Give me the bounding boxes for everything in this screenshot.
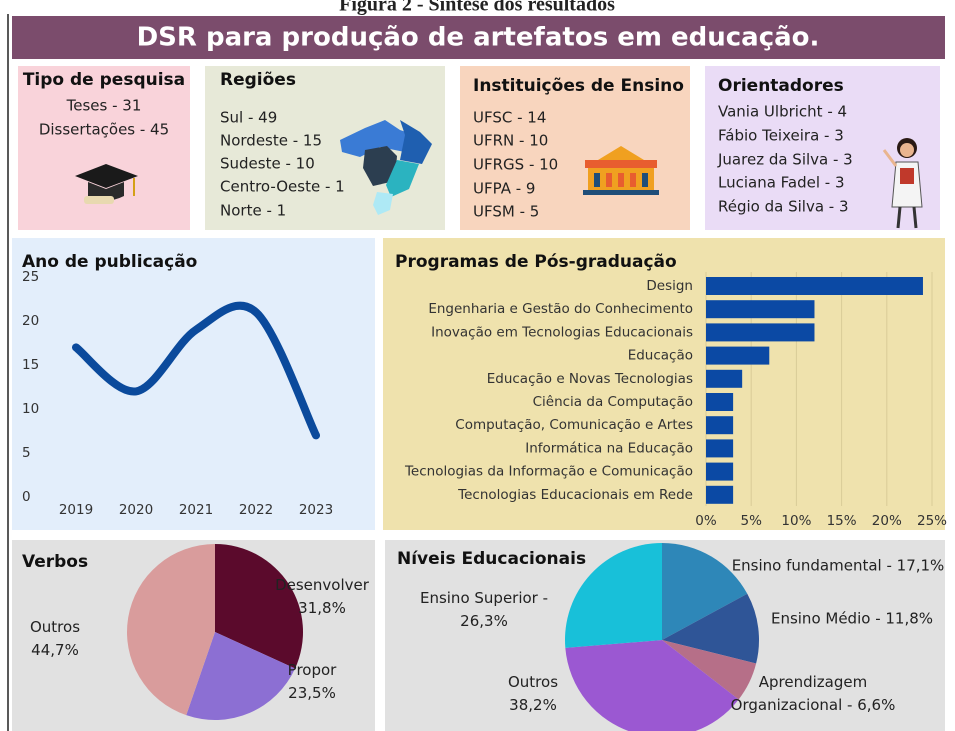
panel-item: Juarez da Silva - 3 (717, 151, 853, 169)
y-tick-label: Educação (628, 348, 693, 364)
bar (706, 369, 743, 388)
pie-slice (127, 544, 215, 716)
y-tick-label: 10 (22, 401, 39, 417)
y-tick-label: 5 (22, 445, 31, 461)
bar (706, 346, 770, 365)
x-tick-label: 15% (827, 513, 857, 529)
graduation-cap-icon (75, 164, 138, 204)
pie (127, 544, 303, 720)
panel (460, 66, 690, 230)
x-tick-label: 20% (872, 513, 902, 529)
y-tick-label: 20 (22, 313, 39, 329)
data-label: Ensino Médio - 11,8% (771, 610, 933, 628)
panel-item: Luciana Fadel - 3 (718, 174, 845, 192)
chart-title: Níveis Educacionais (397, 549, 586, 569)
brazil-map-icon (340, 120, 432, 215)
pie-slice (215, 544, 303, 669)
panel-item: Nordeste - 15 (220, 132, 322, 150)
panel-item: UFRN - 10 (473, 132, 548, 150)
panel-title: Orientadores (718, 76, 844, 96)
panel-title: Regiões (220, 70, 296, 90)
panel (12, 238, 375, 530)
y-tick-label: Computação, Comunicação e Artes (455, 417, 693, 433)
pie-slice (186, 632, 296, 720)
pie-slice (565, 640, 739, 731)
x-tick-label: 5% (740, 513, 762, 529)
data-label: Ensino Superior -26,3% (420, 589, 548, 630)
x-tick-label: 2023 (299, 502, 333, 518)
bar (706, 300, 815, 319)
panel-item: Fábio Teixeira - 3 (718, 127, 844, 145)
chart-title: Verbos (22, 552, 88, 572)
panel-item: Régio da Silva - 3 (718, 198, 849, 216)
data-label: Propor 23,5% (288, 661, 337, 702)
panel-title: Tipo de pesquisa (23, 70, 185, 90)
bar (706, 393, 734, 411)
data-label: Ensino fundamental - 17,1% (732, 557, 945, 575)
x-tick-label: 2021 (179, 502, 213, 518)
bar (706, 416, 734, 435)
figure-caption: Figura 2 - Síntese dos resultados (339, 0, 615, 16)
data-label: Outros 38,2% (508, 673, 558, 714)
data-label: Aprendizagem Organizacional - 6,6% (731, 673, 896, 714)
banner-title: DSR para produção de artefatos em educaç… (137, 23, 820, 53)
x-tick-label: 10% (781, 513, 811, 529)
y-tick-label: Design (646, 278, 693, 294)
bar (706, 462, 734, 481)
panel-item: UFPA - 9 (473, 180, 535, 198)
chart-title: Ano de publicação (22, 252, 197, 272)
panel-item: Centro-Oeste - 1 (220, 178, 345, 196)
pie-slice (565, 543, 662, 648)
panel-title: Instituições de Ensino (473, 76, 684, 96)
x-tick-label: 2019 (59, 502, 93, 518)
y-tick-label: Tecnologias Educacionais em Rede (457, 487, 693, 503)
x-tick-label: 25% (917, 513, 947, 529)
data-label: Desenvolver 31,8% (275, 576, 370, 617)
panel-item: Vania Ulbricht - 4 (718, 103, 847, 121)
panel-item: UFSC - 14 (473, 109, 546, 127)
banner (12, 16, 945, 59)
panel-item: UFRGS - 10 (473, 156, 558, 174)
panel-item: Sul - 49 (220, 109, 277, 127)
x-tick-label: 2020 (119, 502, 153, 518)
teacher-icon (882, 138, 923, 229)
y-tick-label: Inovação em Tecnologias Educacionais (431, 324, 693, 340)
bar (706, 485, 734, 504)
pie (565, 543, 759, 731)
pie-slice (662, 593, 759, 664)
bar (706, 277, 923, 295)
y-tick-label: Tecnologias da Informação e Comunicação (404, 464, 693, 480)
y-tick-label: Ciência da Computação (533, 394, 693, 410)
y-tick-label: 15 (22, 357, 39, 373)
panel-item: Teses - 31 (66, 97, 142, 115)
panel (18, 66, 190, 230)
chart-title: Programas de Pós-graduação (395, 252, 677, 272)
panel-item: Sudeste - 10 (220, 155, 315, 173)
panel-item: Dissertações - 45 (39, 121, 169, 139)
panel-item: UFSM - 5 (473, 203, 539, 221)
y-tick-label: 0 (22, 489, 31, 505)
data-label: Outros 44,7% (30, 618, 80, 659)
y-tick-label: Engenharia e Gestão do Conhecimento (428, 301, 693, 317)
bar (706, 439, 734, 458)
pie-slice (662, 640, 757, 700)
x-tick-label: 2022 (239, 502, 273, 518)
y-tick-label: 25 (22, 269, 39, 285)
y-tick-label: Educação e Novas Tecnologias (487, 371, 693, 387)
bar (706, 323, 815, 342)
x-tick-label: 0% (695, 513, 717, 529)
panel-item: Norte - 1 (220, 202, 286, 220)
line (72, 301, 320, 440)
university-icon (583, 146, 659, 195)
y-tick-label: Informática na Educação (525, 440, 693, 456)
pie-slice (662, 543, 748, 640)
